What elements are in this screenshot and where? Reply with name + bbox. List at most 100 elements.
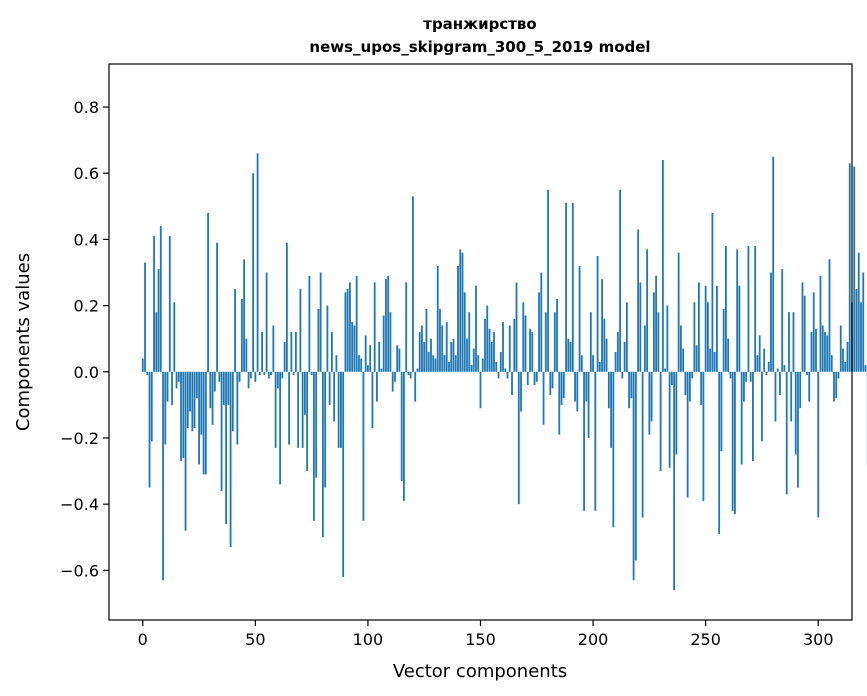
bar-146: [470, 365, 473, 372]
x-tick-label-300: 300: [803, 630, 834, 649]
bar-233: [666, 305, 669, 372]
bar-23: [193, 371, 196, 429]
bar-310: [839, 325, 842, 372]
bar-126: [425, 308, 428, 372]
bar-70: [299, 289, 302, 372]
bar-131: [436, 265, 439, 372]
bar-119: [409, 371, 412, 379]
bar-209: [612, 371, 615, 528]
bar-29: [207, 212, 209, 372]
bar-149: [477, 355, 480, 372]
bar-186: [560, 371, 563, 405]
bar-204: [601, 279, 603, 372]
bar-302: [821, 325, 824, 372]
bar-15: [175, 371, 178, 389]
bar-304: [826, 335, 829, 372]
bar-285: [783, 365, 786, 372]
bar-86: [335, 355, 338, 372]
bar-11: [166, 371, 169, 402]
bar-140: [457, 265, 459, 372]
bar-257: [720, 371, 723, 452]
bar-114: [398, 348, 401, 372]
bar-280: [772, 156, 775, 372]
bar-271: [752, 371, 754, 462]
bar-112: [394, 371, 396, 382]
bar-166: [515, 282, 518, 372]
bar-198: [587, 371, 590, 438]
bar-120: [412, 196, 414, 372]
bar-43: [238, 371, 241, 382]
bar-122: [416, 368, 419, 372]
bar-170: [524, 315, 527, 372]
bar-103: [373, 282, 376, 372]
bar-220: [637, 229, 640, 372]
bar-247: [698, 282, 700, 372]
bar-287: [788, 312, 790, 372]
bar-174: [533, 371, 536, 386]
bar-313: [846, 342, 849, 372]
y-tick-label-6: 0.6: [74, 164, 99, 183]
bar-299: [815, 328, 817, 372]
bar-125: [423, 342, 426, 372]
bar-282: [776, 368, 779, 372]
bar-215: [625, 302, 628, 372]
bar-12: [168, 236, 171, 372]
bar-279: [770, 272, 772, 372]
bar-105: [378, 342, 381, 372]
bar-38: [227, 371, 230, 405]
bar-214: [623, 342, 626, 372]
bar-142: [461, 252, 464, 372]
bar-218: [632, 371, 635, 581]
bar-65: [288, 371, 291, 445]
bar-34: [218, 371, 221, 382]
bar-16: [177, 371, 180, 382]
bar-162: [506, 371, 509, 379]
bar-177: [540, 272, 543, 372]
bar-155: [490, 342, 493, 372]
bar-192: [574, 371, 576, 402]
bar-41: [234, 289, 236, 372]
bar-219: [634, 371, 637, 561]
bar-130: [434, 358, 437, 372]
bar-9: [162, 371, 164, 581]
bar-143: [463, 292, 466, 372]
bar-64: [285, 242, 288, 372]
bar-84: [331, 332, 333, 372]
bar-138: [452, 338, 455, 372]
bar-13: [171, 371, 173, 405]
bar-157: [495, 361, 498, 372]
bar-98: [362, 371, 365, 521]
bar-197: [585, 371, 588, 402]
bar-28: [204, 371, 207, 475]
bar-303: [824, 332, 826, 372]
bar-68: [294, 332, 297, 372]
bar-307: [833, 371, 835, 402]
bar-39: [229, 371, 232, 548]
bar-206: [605, 338, 608, 372]
bar-234: [668, 371, 671, 468]
bar-262: [731, 371, 734, 511]
bar-277: [765, 371, 768, 376]
bar-268: [745, 371, 748, 382]
bar-77: [315, 371, 318, 478]
bar-222: [641, 371, 644, 518]
bar-108: [385, 279, 387, 372]
y-tick-label-1: −0.4: [60, 495, 99, 514]
plot-frame: [108, 63, 853, 621]
bar-83: [328, 371, 331, 405]
bar-14: [173, 302, 176, 372]
bar-27: [202, 371, 205, 475]
bar-37: [225, 371, 227, 525]
bar-249: [702, 371, 705, 501]
bar-297: [810, 332, 813, 372]
bar-240: [682, 348, 685, 372]
x-tick-label-250: 250: [690, 630, 721, 649]
bar-97: [360, 358, 363, 372]
bar-230: [659, 371, 662, 472]
y-tick-label-5: 0.4: [74, 230, 99, 249]
bar-48: [249, 371, 252, 379]
bar-56: [267, 371, 270, 379]
bar-211: [616, 332, 619, 372]
bar-251: [707, 302, 709, 372]
bar-165: [513, 318, 516, 372]
